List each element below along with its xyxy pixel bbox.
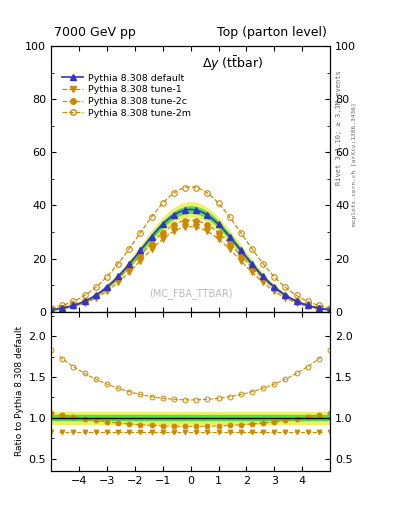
$\Delta y$ (t$\bar{\mathrm{t}}$bar) xyxy=(227,214,232,220)
Text: Rivet 3.1.10; ≥ 3.3M events: Rivet 3.1.10; ≥ 3.3M events xyxy=(336,71,342,185)
Text: $\Delta y$ (t$\bar{\rm t}$bar): $\Delta y$ (t$\bar{\rm t}$bar) xyxy=(202,54,263,73)
Bar xyxy=(51,415,330,420)
Bar xyxy=(51,412,330,423)
$\Delta y$ (t$\bar{\mathrm{t}}$bar) xyxy=(317,303,321,309)
$\Delta y$ (t$\bar{\mathrm{t}}$bar) xyxy=(160,200,165,206)
$\Delta y$ (t$\bar{\mathrm{t}}$bar) xyxy=(183,184,187,190)
$\Delta y$ (t$\bar{\mathrm{t}}$bar) xyxy=(60,303,64,309)
$\Delta y$ (t$\bar{\mathrm{t}}$bar) xyxy=(127,246,132,252)
$\Delta y$ (t$\bar{\mathrm{t}}$bar) xyxy=(261,261,266,267)
$\Delta y$ (t$\bar{\mathrm{t}}$bar) xyxy=(294,292,299,298)
$\Delta y$ (t$\bar{\mathrm{t}}$bar) xyxy=(239,230,243,236)
$\Delta y$ (t$\bar{\mathrm{t}}$bar) xyxy=(216,200,221,206)
$\Delta y$ (t$\bar{\mathrm{t}}$bar) xyxy=(49,305,53,311)
$\Delta y$ (t$\bar{\mathrm{t}}$bar) xyxy=(272,273,277,280)
Text: (MC_FBA_TTBAR): (MC_FBA_TTBAR) xyxy=(149,288,232,298)
Text: 7000 GeV pp: 7000 GeV pp xyxy=(54,27,136,39)
$\Delta y$ (t$\bar{\mathrm{t}}$bar) xyxy=(116,261,120,267)
$\Delta y$ (t$\bar{\mathrm{t}}$bar) xyxy=(305,298,310,305)
Line: $\Delta y$ (t$\bar{\mathrm{t}}$bar): $\Delta y$ (t$\bar{\mathrm{t}}$bar) xyxy=(48,185,333,311)
$\Delta y$ (t$\bar{\mathrm{t}}$bar) xyxy=(94,284,98,290)
$\Delta y$ (t$\bar{\mathrm{t}}$bar) xyxy=(105,273,109,280)
Text: Top (parton level): Top (parton level) xyxy=(217,27,327,39)
$\Delta y$ (t$\bar{\mathrm{t}}$bar) xyxy=(149,214,154,220)
$\Delta y$ (t$\bar{\mathrm{t}}$bar) xyxy=(194,184,198,190)
$\Delta y$ (t$\bar{\mathrm{t}}$bar) xyxy=(250,246,254,252)
Y-axis label: Ratio to Pythia 8.308 default: Ratio to Pythia 8.308 default xyxy=(15,326,24,456)
$\Delta y$ (t$\bar{\mathrm{t}}$bar) xyxy=(171,190,176,196)
$\Delta y$ (t$\bar{\mathrm{t}}$bar) xyxy=(328,305,332,311)
$\Delta y$ (t$\bar{\mathrm{t}}$bar) xyxy=(138,230,143,236)
Text: mcplots.cern.ch [arXiv:1306.3436]: mcplots.cern.ch [arXiv:1306.3436] xyxy=(352,102,357,226)
$\Delta y$ (t$\bar{\mathrm{t}}$bar) xyxy=(283,284,288,290)
$\Delta y$ (t$\bar{\mathrm{t}}$bar) xyxy=(205,190,210,196)
$\Delta y$ (t$\bar{\mathrm{t}}$bar) xyxy=(82,292,87,298)
Legend: Pythia 8.308 default, Pythia 8.308 tune-1, Pythia 8.308 tune-2c, Pythia 8.308 tu: Pythia 8.308 default, Pythia 8.308 tune-… xyxy=(59,70,195,122)
$\Delta y$ (t$\bar{\mathrm{t}}$bar) xyxy=(71,298,76,305)
